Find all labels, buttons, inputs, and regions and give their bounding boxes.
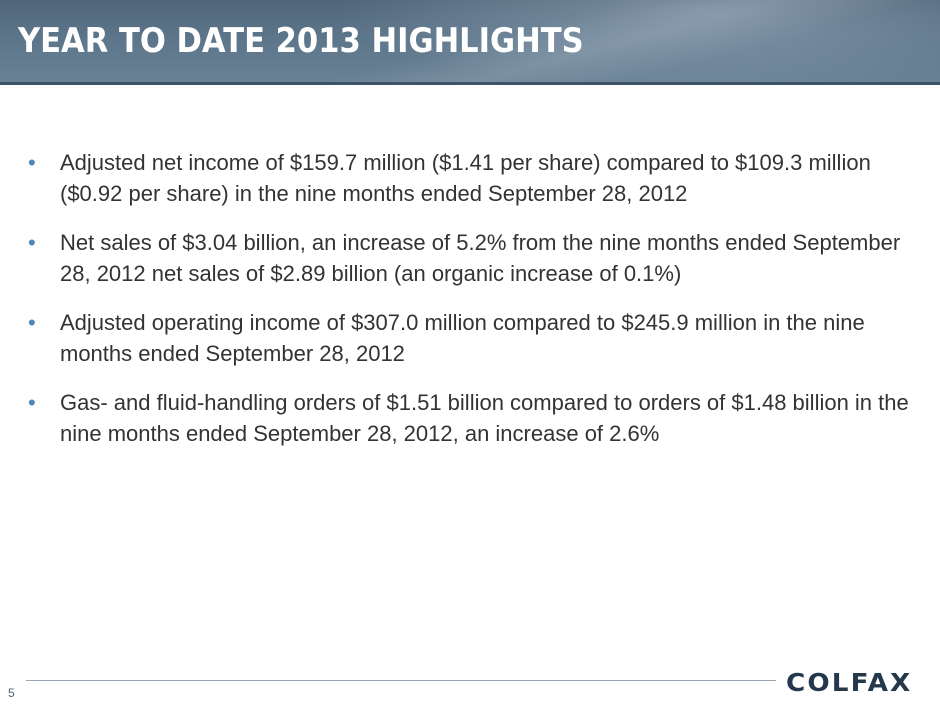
bullet-text: Gas- and fluid-handling orders of $1.51 … — [60, 390, 909, 446]
highlights-list: • Adjusted net income of $159.7 million … — [24, 147, 924, 467]
footer-divider — [26, 680, 776, 681]
page-number: 5 — [8, 686, 15, 700]
colfax-logo: COLFAX — [786, 668, 913, 697]
bullet-icon: • — [28, 390, 36, 415]
bullet-text: Adjusted net income of $159.7 million ($… — [60, 150, 871, 206]
title-banner: YEAR TO DATE 2013 HIGHLIGHTS — [0, 0, 940, 85]
bullet-text: Net sales of $3.04 billion, an increase … — [60, 230, 901, 286]
bullet-icon: • — [28, 150, 36, 175]
list-item: • Net sales of $3.04 billion, an increas… — [24, 227, 924, 289]
bullet-text: Adjusted operating income of $307.0 mill… — [60, 310, 865, 366]
bullet-icon: • — [28, 230, 36, 255]
slide-title: YEAR TO DATE 2013 HIGHLIGHTS — [18, 21, 584, 61]
list-item: • Adjusted operating income of $307.0 mi… — [24, 307, 924, 369]
list-item: • Gas- and fluid-handling orders of $1.5… — [24, 387, 924, 449]
bullet-icon: • — [28, 310, 36, 335]
list-item: • Adjusted net income of $159.7 million … — [24, 147, 924, 209]
